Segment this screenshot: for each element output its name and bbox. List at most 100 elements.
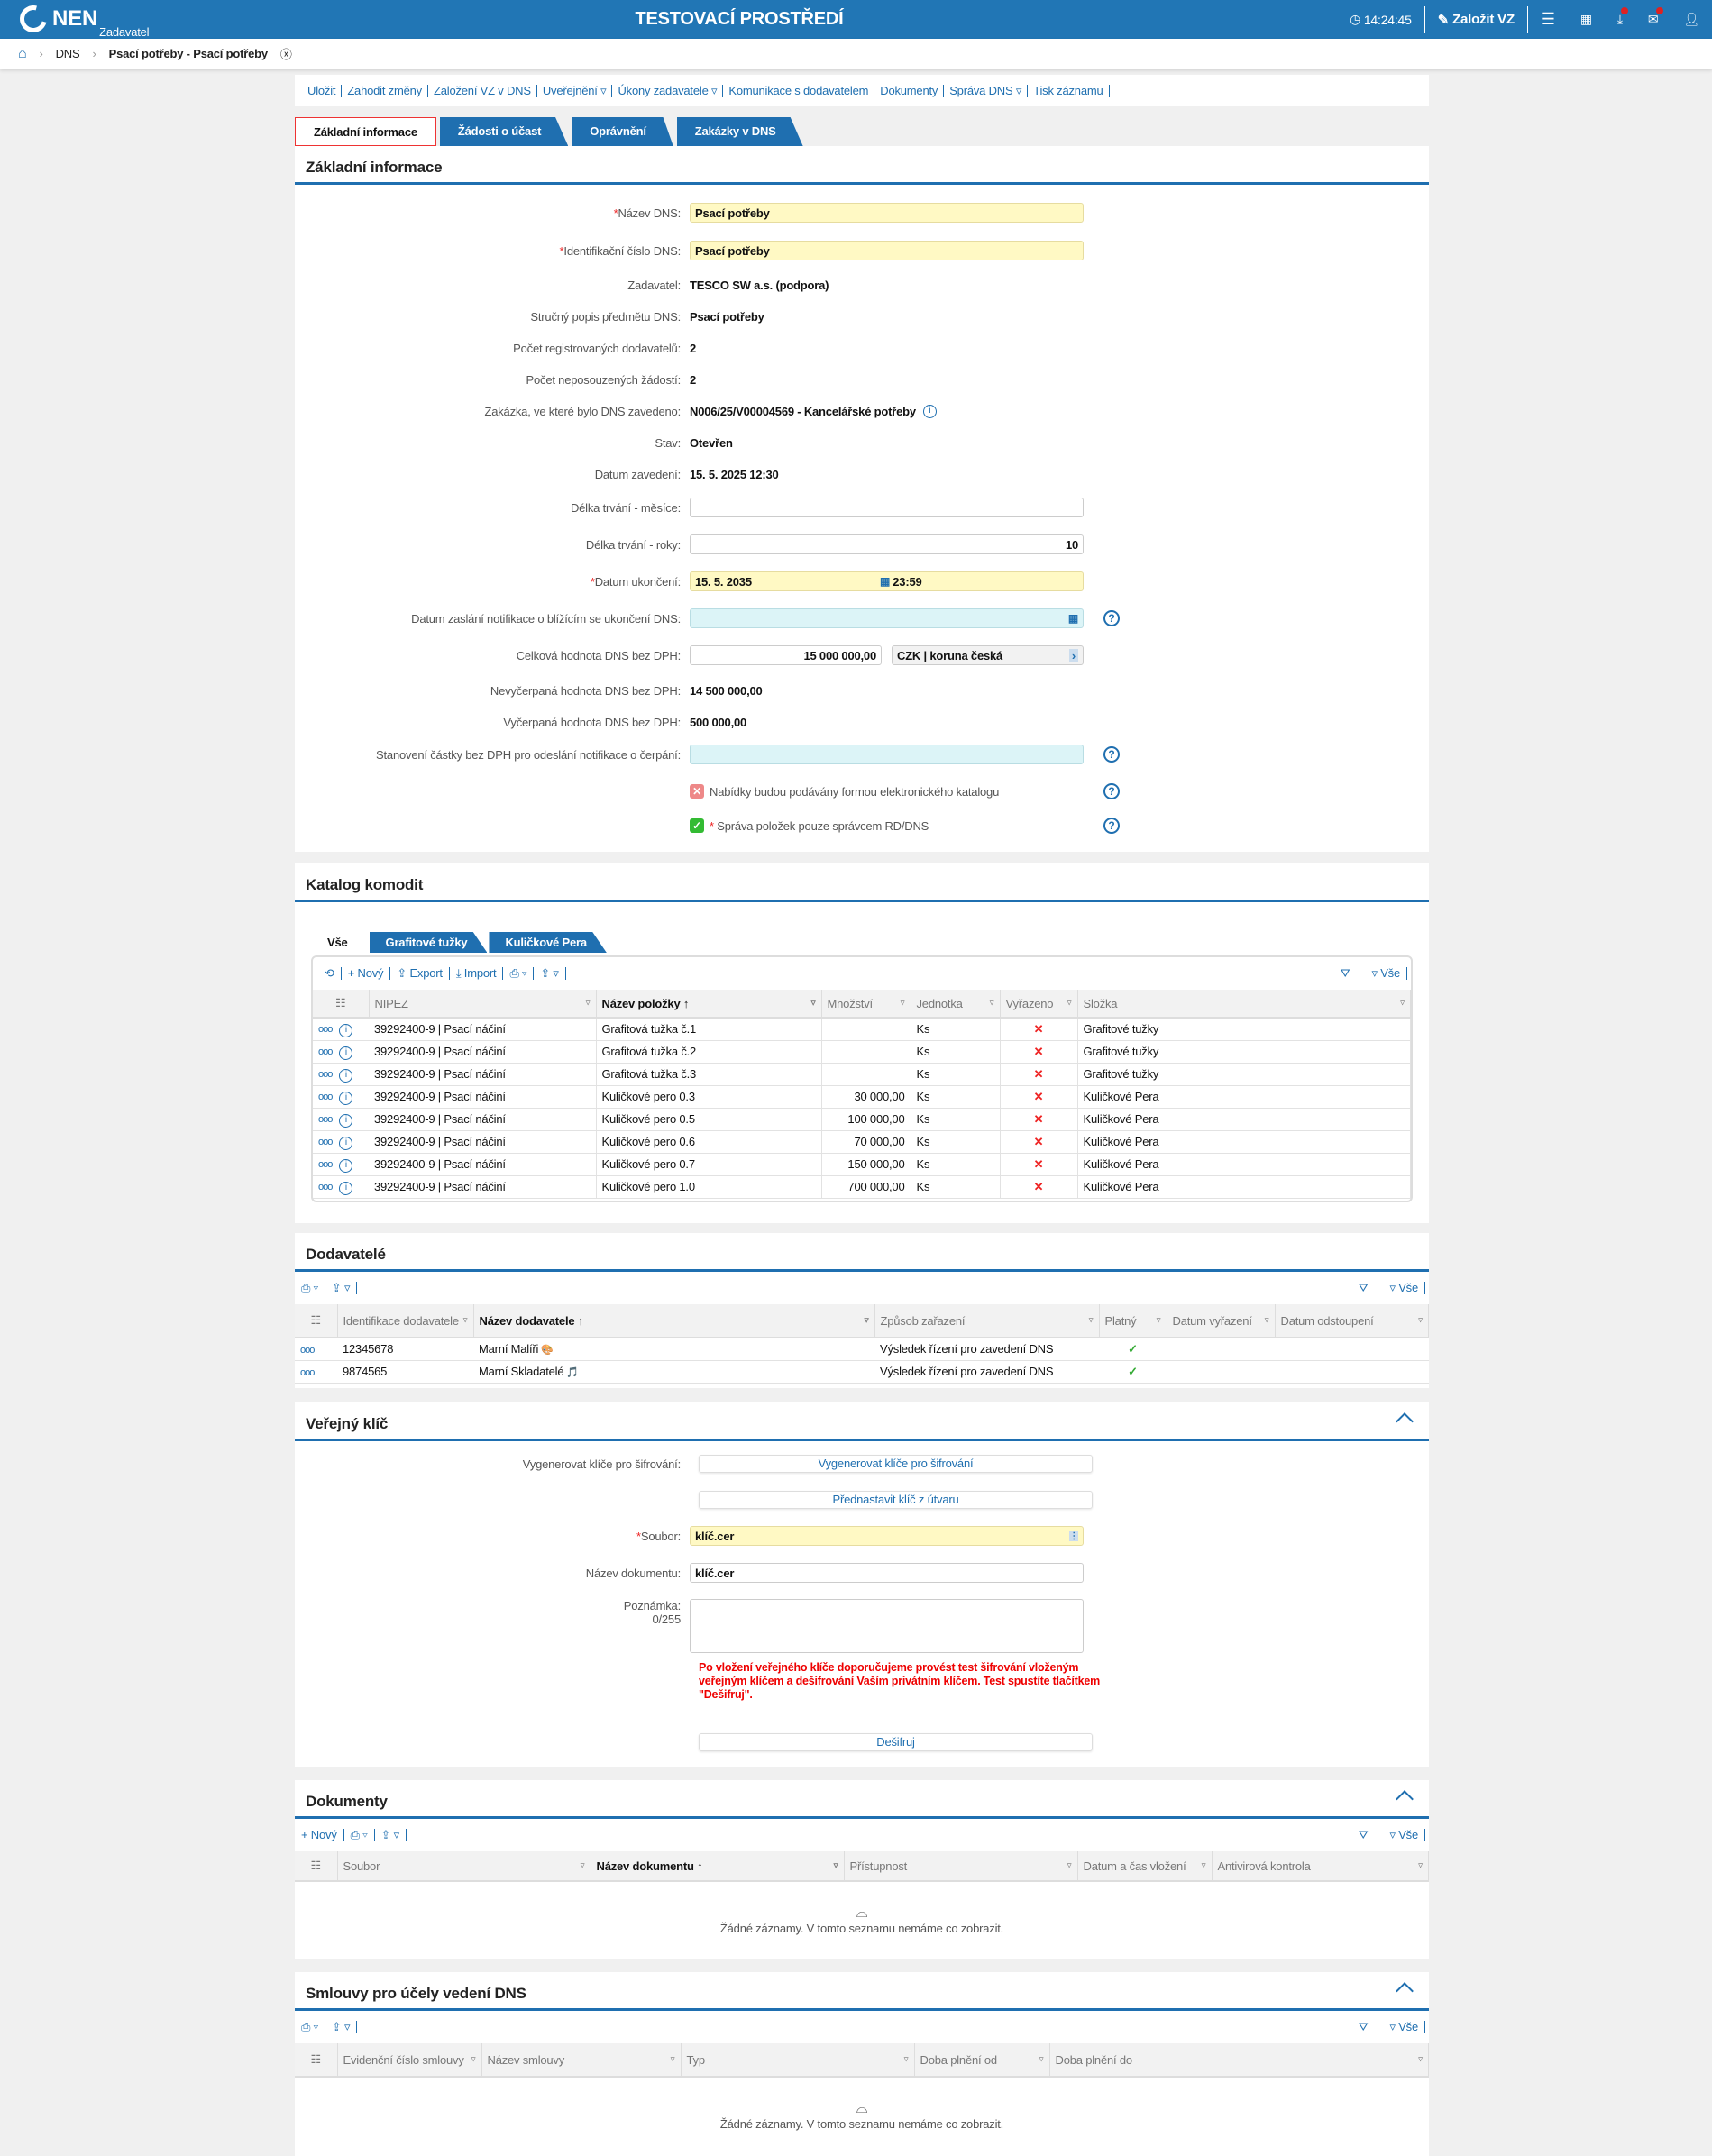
info-icon[interactable]: i: [339, 1136, 353, 1150]
table-row[interactable]: ooo 12345678 Marní Malíři 🎨 Výsledek řízení…: [295, 1338, 1429, 1361]
more-icon[interactable]: ooo: [300, 1367, 315, 1378]
more-icon[interactable]: ooo: [318, 1023, 333, 1035]
id-dns-input[interactable]: Psací potřeby: [690, 241, 1084, 260]
column-header[interactable]: Množství ▿: [821, 990, 911, 1019]
menu-icon[interactable]: ☰: [1540, 10, 1555, 28]
filter-icon[interactable]: ▿: [1039, 2054, 1044, 2065]
collapse-icon[interactable]: [1396, 1790, 1414, 1808]
filter-icon[interactable]: ▿: [471, 2054, 476, 2065]
more-icon[interactable]: ooo: [300, 1345, 315, 1357]
column-header[interactable]: Doba plnění do ▿: [1049, 2043, 1429, 2078]
filter-all[interactable]: ▿ Vše: [1383, 2021, 1425, 2033]
info-icon[interactable]: i: [339, 1068, 353, 1083]
print-icon[interactable]: ⎙ ▿: [503, 967, 535, 980]
info-icon[interactable]: i: [339, 1181, 353, 1195]
filter-icon[interactable]: ▿: [810, 998, 816, 1009]
new-button[interactable]: + Nový: [295, 1829, 344, 1841]
column-header[interactable]: Název dokumentu ↑ ▿: [591, 1851, 845, 1882]
share-icon[interactable]: ⇪ ▿: [375, 1829, 407, 1841]
poznamka-textarea[interactable]: [690, 1599, 1084, 1653]
share-icon[interactable]: ⇪ ▿: [325, 2021, 358, 2033]
calendar-icon[interactable]: ▦: [880, 575, 893, 588]
print-icon[interactable]: ⎙ ▿: [344, 1829, 375, 1841]
filter-icon[interactable]: ▿: [670, 2054, 675, 2065]
help-icon[interactable]: ?: [1103, 610, 1120, 626]
filter-icon[interactable]: ⛛: [1358, 1281, 1369, 1294]
info-icon[interactable]: i: [339, 1113, 353, 1128]
notif-date-input[interactable]: ▦: [690, 608, 1084, 628]
row-actions[interactable]: ooo i: [313, 1085, 369, 1109]
more-icon[interactable]: ooo: [318, 1113, 333, 1125]
column-header[interactable]: NIPEZ ▿: [369, 990, 597, 1019]
calendar-icon[interactable]: ▦: [1579, 12, 1592, 26]
table-row[interactable]: ooo i 39292400-9 | Psací náčiní Kuličkové p…: [313, 1130, 1411, 1154]
column-settings-icon[interactable]: ☷: [295, 1851, 338, 1882]
column-header[interactable]: Datum odstoupení ▿: [1275, 1304, 1429, 1338]
column-header[interactable]: Název položky ↑ ▿: [596, 990, 822, 1019]
desifruj-button[interactable]: Dešifruj: [699, 1733, 1093, 1751]
import-button[interactable]: ⤓ Import: [450, 967, 504, 980]
more-icon[interactable]: ooo: [318, 1181, 333, 1192]
row-actions[interactable]: ooo i: [313, 1040, 369, 1064]
column-settings-icon[interactable]: ☷: [295, 2043, 338, 2078]
share-icon[interactable]: ⇪ ▿: [325, 1282, 358, 1294]
table-row[interactable]: ooo i 39292400-9 | Psací náčiní Kuličkové p…: [313, 1153, 1411, 1176]
info-icon[interactable]: i: [339, 1023, 353, 1037]
filter-icon[interactable]: ▿: [462, 1315, 468, 1326]
toolbar-button-8[interactable]: Tisk záznamu: [1028, 84, 1110, 97]
toolbar-button-6[interactable]: Dokumenty: [874, 84, 945, 97]
currency-select[interactable]: CZK | koruna česká ›: [892, 645, 1084, 665]
sprava-checkbox[interactable]: ✓: [690, 818, 704, 833]
toolbar-button-1[interactable]: Zahodit změny: [342, 84, 428, 97]
castka-input[interactable]: [690, 745, 1084, 764]
info-icon[interactable]: i: [339, 1091, 353, 1105]
subtab-grafitove[interactable]: Grafitové tužky: [369, 932, 488, 953]
filter-icon[interactable]: ▿: [1156, 1315, 1161, 1326]
soubor-input[interactable]: klíč.cer ⋮: [690, 1526, 1084, 1546]
mail-icon[interactable]: ✉: [1635, 0, 1671, 39]
filter-icon[interactable]: ▿: [1418, 1860, 1423, 1871]
help-icon[interactable]: ?: [1103, 783, 1120, 799]
subtab-vse[interactable]: Vše: [311, 932, 368, 953]
column-header[interactable]: Antivirová kontrola ▿: [1212, 1851, 1429, 1882]
export-button[interactable]: ⇪ Export: [390, 967, 450, 980]
filter-icon[interactable]: ▿: [833, 1860, 838, 1871]
refresh-icon[interactable]: ⟲: [318, 967, 342, 980]
user-icon[interactable]: 👤︎: [1683, 12, 1699, 26]
toolbar-button-0[interactable]: Uložit: [302, 84, 343, 97]
filter-icon[interactable]: ⛛: [1340, 966, 1350, 980]
filter-icon[interactable]: ▿: [989, 998, 994, 1009]
row-actions[interactable]: ooo i: [313, 1153, 369, 1176]
filter-icon[interactable]: ⛛: [1358, 1828, 1369, 1841]
katalog-checkbox[interactable]: ✕: [690, 784, 704, 799]
row-actions[interactable]: ooo i: [313, 1018, 369, 1041]
toolbar-button-2[interactable]: Založení VZ v DNS: [428, 84, 537, 97]
filter-icon[interactable]: ▿: [1418, 2054, 1423, 2065]
more-icon[interactable]: ooo: [318, 1068, 333, 1080]
filter-icon[interactable]: ▿: [900, 998, 905, 1009]
filter-icon[interactable]: ▿: [903, 2054, 909, 2065]
filter-icon[interactable]: ▿: [580, 1860, 585, 1871]
filter-icon[interactable]: ▿: [1067, 1860, 1072, 1871]
more-icon[interactable]: ooo: [318, 1091, 333, 1102]
generate-keys-button[interactable]: Vygenerovat klíče pro šifrování: [699, 1455, 1093, 1473]
collapse-icon[interactable]: [1396, 1412, 1414, 1430]
column-header[interactable]: Platný ▿: [1099, 1304, 1167, 1338]
table-row[interactable]: ooo i 39292400-9 | Psací náčiní Kuličkové p…: [313, 1108, 1411, 1131]
column-header[interactable]: Jednotka ▿: [911, 990, 1001, 1019]
ukonceni-date-input[interactable]: 15. 5. 2035: [695, 574, 752, 589]
filter-icon[interactable]: ▿: [1088, 1315, 1094, 1326]
toolbar-button-3[interactable]: Uveřejnění ▿: [537, 84, 613, 97]
column-header[interactable]: Identifikace dodavatele ▿: [337, 1304, 474, 1338]
row-actions[interactable]: ooo i: [313, 1130, 369, 1154]
help-icon[interactable]: ?: [1103, 746, 1120, 763]
nazev-dns-input[interactable]: Psací potřeby: [690, 203, 1084, 223]
tab-zakazky[interactable]: Zakázky v DNS: [676, 117, 803, 146]
table-row[interactable]: ooo i 39292400-9 | Psací náčiní Grafitová t…: [313, 1063, 1411, 1086]
column-header[interactable]: Způsob zařazení ▿: [874, 1304, 1100, 1338]
filter-icon[interactable]: ⛛: [1358, 2020, 1369, 2033]
row-actions[interactable]: ooo: [295, 1360, 337, 1384]
calendar-icon[interactable]: ▦: [1067, 612, 1078, 625]
tab-zakladni-informace[interactable]: Základní informace: [295, 117, 436, 146]
table-row[interactable]: ooo i 39292400-9 | Psací náčiní Kuličkové p…: [313, 1085, 1411, 1109]
